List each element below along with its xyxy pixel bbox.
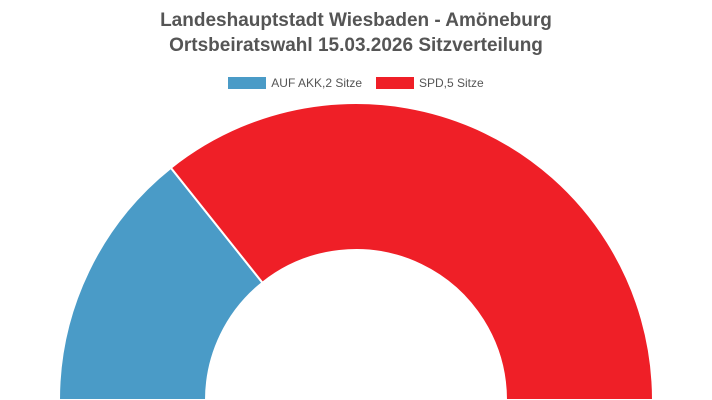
arc-auf-akk[interactable] <box>57 166 264 400</box>
chart-subtitle: Ortsbeiratswahl 15.03.2026 Sitzverteilun… <box>169 35 543 56</box>
legend-label-auf-akk: AUF AKK,2 Sitze <box>271 76 362 90</box>
chart-title: Landeshauptstadt Wiesbaden - Amöneburg <box>160 10 552 31</box>
legend-swatch-spd <box>376 77 414 89</box>
legend-item-auf-akk[interactable]: AUF AKK,2 Sitze <box>228 76 362 90</box>
legend-item-spd[interactable]: SPD,5 Sitze <box>376 76 484 90</box>
legend-label-spd: SPD,5 Sitze <box>419 76 484 90</box>
arc-spd[interactable] <box>169 102 655 400</box>
legend: AUF AKK,2 Sitze SPD,5 Sitze <box>0 75 712 91</box>
legend-swatch-auf-akk <box>228 77 267 89</box>
